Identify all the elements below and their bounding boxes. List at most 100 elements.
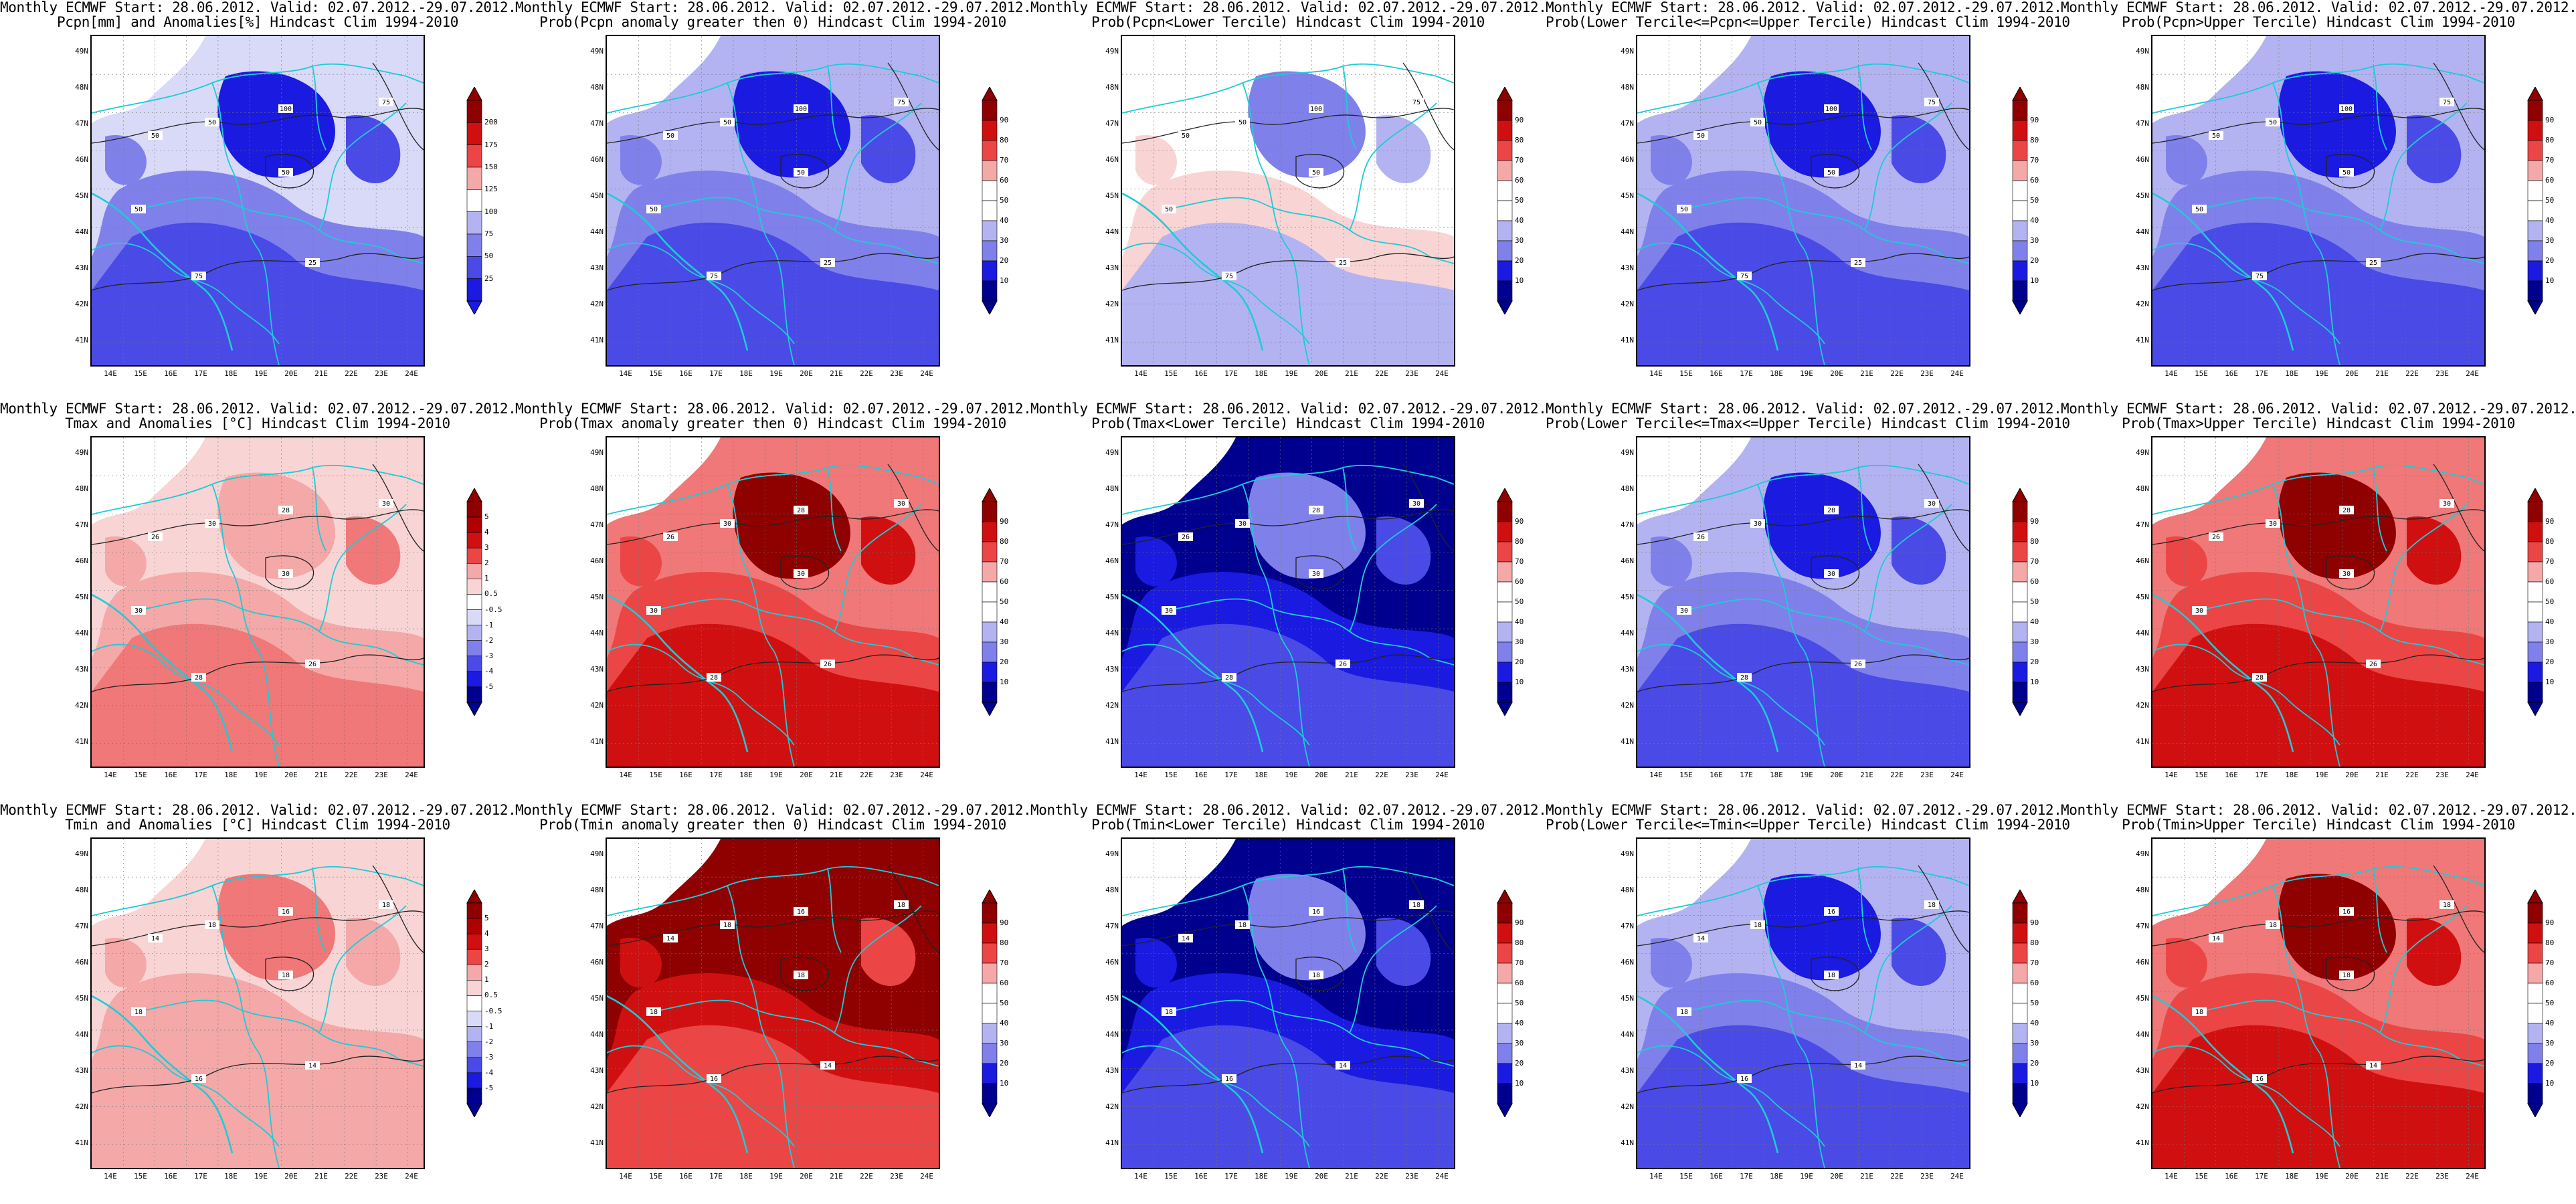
map-field-svg: 26 30 28 30 30 28 26 30	[1122, 437, 1454, 767]
color-bar-label: 50	[1515, 196, 1524, 205]
lon-tick-label: 15E	[134, 771, 147, 779]
contour-label: 26	[820, 660, 835, 668]
lat-tick-label: 44N	[1621, 227, 1634, 236]
lat-tick-label: 49N	[75, 448, 88, 457]
lat-tick-label: 45N	[1621, 191, 1634, 200]
lon-tick-label: 18E	[2285, 771, 2298, 779]
svg-text:100: 100	[1825, 106, 1837, 113]
svg-text:50: 50	[1680, 206, 1688, 213]
svg-text:14: 14	[308, 1062, 316, 1070]
map-panel: Monthly ECMWF Start: 28.06.2012. Valid: …	[515, 0, 1032, 401]
panel-title: Monthly ECMWF Start: 28.06.2012. Valid: …	[2061, 0, 2576, 15]
contour-label: 18	[646, 1007, 661, 1016]
lon-tick-label: 21E	[830, 369, 843, 378]
color-bar-label: 80	[1515, 537, 1524, 546]
lon-tick-label: 19E	[254, 771, 268, 779]
color-bar-label: 20	[2545, 256, 2555, 265]
lat-tick-label: 48N	[1621, 83, 1634, 92]
color-bar-label: 30	[2030, 1039, 2039, 1047]
svg-text:50: 50	[1697, 132, 1705, 140]
svg-text:28: 28	[282, 507, 290, 514]
svg-text:14: 14	[2369, 1062, 2377, 1070]
color-bar-label: 80	[2545, 136, 2555, 144]
lat-tick-label: 41N	[2136, 737, 2149, 746]
map-panel: Monthly ECMWF Start: 28.06.2012. Valid: …	[2061, 401, 2576, 803]
color-bar-label: -5	[484, 682, 494, 691]
color-bar-label: 50	[1000, 196, 1009, 205]
color-bar-label: 40	[2545, 617, 2555, 626]
svg-text:25: 25	[2369, 260, 2377, 267]
lon-tick-label: 23E	[1920, 771, 1934, 779]
lon-tick-label: 24E	[405, 369, 418, 378]
contour-label: 18	[1824, 971, 1839, 979]
lat-tick-label: 47N	[590, 922, 604, 930]
svg-text:75: 75	[2256, 273, 2264, 280]
color-bar-label: 30	[2545, 637, 2555, 646]
color-bar-label: 90	[1000, 918, 1009, 927]
lon-tick-label: 22E	[1890, 369, 1904, 378]
map-field: 26 30 28 30 30 28 26 30	[1121, 436, 1455, 768]
lat-tick-label: 42N	[590, 1102, 604, 1111]
lon-tick-label: 16E	[1194, 369, 1208, 378]
lon-tick-label: 24E	[1435, 771, 1449, 779]
contour-label: 75	[379, 98, 393, 106]
lon-tick-label: 20E	[1830, 369, 1843, 378]
lon-tick-label: 21E	[830, 771, 843, 779]
color-bar-label: 30	[1515, 236, 1524, 245]
lon-tick-label: 22E	[1375, 771, 1388, 779]
color-bar-label: 20	[2030, 658, 2039, 666]
lat-tick-label: 47N	[1105, 520, 1119, 529]
lon-tick-label: 15E	[1164, 369, 1178, 378]
lon-tick-label: 18E	[1255, 771, 1268, 779]
lat-tick-label: 47N	[75, 520, 88, 529]
svg-text:26: 26	[2369, 661, 2377, 668]
lon-tick-label: 18E	[1770, 1172, 1783, 1181]
color-bar-label: 60	[2030, 979, 2039, 987]
lon-tick-label: 18E	[2285, 369, 2298, 378]
lat-tick-label: 42N	[1621, 300, 1634, 308]
color-bar	[2012, 488, 2028, 716]
contour-label: 75	[191, 272, 206, 280]
lon-tick-label: 14E	[619, 369, 632, 378]
lon-tick-label: 14E	[1134, 771, 1147, 779]
color-bar-label: 30	[1000, 1039, 1009, 1047]
svg-text:18: 18	[2195, 1009, 2203, 1016]
lon-tick-label: 24E	[1950, 771, 1964, 779]
contour-label: 18	[720, 920, 735, 929]
svg-text:75: 75	[2443, 99, 2451, 106]
lon-tick-label: 23E	[1920, 1172, 1934, 1181]
map-panel: Monthly ECMWF Start: 28.06.2012. Valid: …	[2061, 803, 2576, 1204]
lon-tick-label: 19E	[1800, 369, 1813, 378]
lon-tick-label: 24E	[2466, 369, 2479, 378]
map-field-svg: 50 50 100 75 50 75 25 50	[92, 36, 424, 365]
contour-label: 28	[794, 506, 808, 514]
color-bar-label: 70	[2545, 557, 2555, 566]
contour-label: 14	[1178, 934, 1193, 942]
lon-tick-label: 15E	[649, 369, 662, 378]
lon-tick-label: 14E	[1134, 369, 1147, 378]
map-field-svg: 50 50 100 75 50 75 25 50	[2152, 36, 2484, 365]
contour-label: 75	[1222, 272, 1236, 280]
contour-label: 50	[1309, 168, 1323, 177]
lat-tick-label: 42N	[590, 300, 604, 308]
map-panel: Monthly ECMWF Start: 28.06.2012. Valid: …	[1030, 401, 1547, 803]
panel-subtitle: Prob(Tmax anomaly greater then 0) Hindca…	[539, 415, 1006, 431]
lat-tick-label: 43N	[2136, 665, 2149, 674]
lon-tick-label: 16E	[1194, 771, 1208, 779]
svg-text:25: 25	[824, 260, 832, 267]
panel-title: Monthly ECMWF Start: 28.06.2012. Valid: …	[2061, 802, 2576, 818]
lon-tick-label: 20E	[800, 1172, 813, 1181]
contour-label: 28	[1222, 673, 1236, 682]
color-bar-label: 40	[1515, 617, 1524, 626]
lat-tick-label: 43N	[75, 264, 88, 272]
color-bar-label: 10	[1000, 276, 1009, 285]
lat-tick-label: 45N	[75, 994, 88, 1003]
map-panel: Monthly ECMWF Start: 28.06.2012. Valid: …	[0, 803, 517, 1204]
lat-tick-label: 45N	[1105, 191, 1119, 200]
panel-subtitle: Prob(Pcpn>Upper Tercile) Hindcast Clim 1…	[2122, 14, 2515, 30]
panel-title: Monthly ECMWF Start: 28.06.2012. Valid: …	[1546, 0, 2062, 15]
color-bar-label: 90	[1000, 116, 1009, 124]
lon-tick-label: 23E	[890, 771, 903, 779]
color-bar-label: 25	[484, 274, 494, 283]
svg-text:14: 14	[1697, 935, 1705, 942]
